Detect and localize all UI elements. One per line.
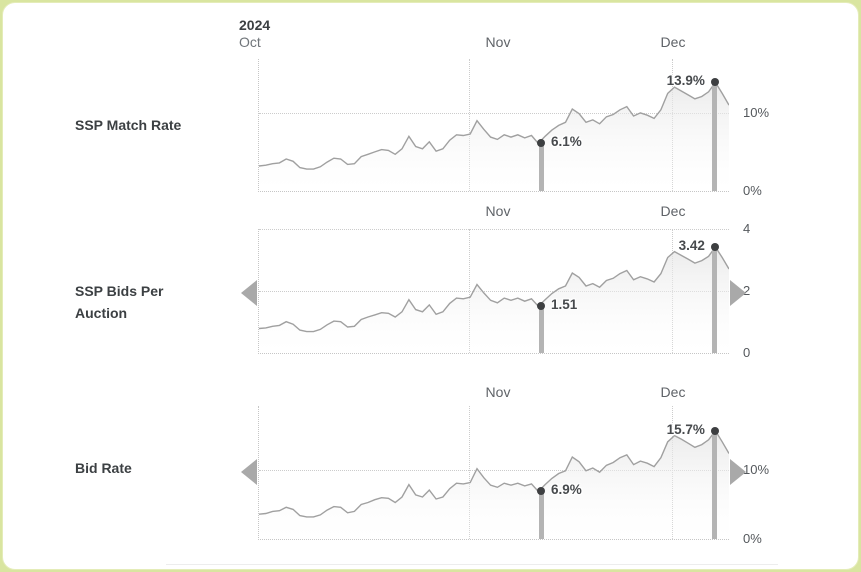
y-tick-label: 0% — [743, 183, 762, 198]
scroll-right-icon[interactable] — [730, 280, 746, 306]
marker-bar — [712, 430, 718, 539]
marker-value-label: 3.42 — [678, 237, 705, 253]
chart-plot-area[interactable]: 6.1% 13.9% — [258, 59, 729, 192]
value-gridline — [259, 229, 729, 230]
marker-dot[interactable] — [537, 302, 545, 311]
marker-value-label: 15.7% — [666, 421, 705, 437]
row-title-bid-rate: Bid Rate — [75, 460, 132, 476]
y-tick-label: 2 — [743, 283, 751, 298]
marker-bar — [538, 143, 544, 191]
value-gridline — [259, 291, 729, 292]
month-label-nov: Nov — [485, 384, 511, 400]
chart-plot-area[interactable]: 1.51 3.42 — [258, 229, 729, 354]
marker-dot[interactable] — [537, 487, 545, 496]
series-area-fill — [259, 247, 729, 353]
row-title-ssp-match-rate: SSP Match Rate — [75, 117, 182, 133]
marker-bar — [538, 306, 544, 353]
row-title-ssp-bids-per-auction: SSP Bids Per Auction — [75, 283, 164, 321]
area-chart-svg — [259, 81, 729, 191]
value-gridline — [259, 112, 729, 114]
axis-start-month-label: Oct — [239, 34, 261, 50]
y-tick-label: 10% — [743, 104, 770, 120]
area-chart-svg — [259, 245, 729, 353]
bottom-divider — [166, 564, 778, 565]
marker-bar — [712, 246, 718, 353]
scroll-left-icon[interactable] — [241, 280, 257, 306]
marker-value-label: 13.9% — [666, 73, 705, 89]
series-line — [259, 429, 729, 518]
y-tick-label: 4 — [743, 221, 751, 236]
scroll-right-icon[interactable] — [730, 459, 746, 486]
y-tick-label: 0 — [743, 345, 751, 360]
marker-value-label: 6.9% — [551, 482, 582, 498]
marker-bar — [712, 82, 718, 191]
month-label-nov: Nov — [485, 203, 511, 219]
scroll-left-icon[interactable] — [241, 459, 257, 486]
month-label-dec: Dec — [660, 34, 686, 50]
value-gridline — [259, 470, 729, 472]
month-gridline — [469, 406, 470, 539]
y-tick-label: 10% — [743, 462, 770, 478]
marker-value-label: 6.1% — [551, 134, 582, 150]
month-label-dec: Dec — [660, 203, 686, 219]
series-line — [259, 245, 729, 333]
chart-plot-area[interactable]: 6.9% 15.7% — [258, 406, 729, 540]
marker-dot[interactable] — [710, 426, 719, 435]
marker-bar — [538, 491, 544, 539]
marker-value-label: 1.51 — [551, 297, 578, 313]
month-label-dec: Dec — [660, 384, 686, 400]
y-tick-label: 0% — [743, 531, 762, 546]
marker-dot[interactable] — [710, 242, 719, 251]
series-line — [259, 81, 729, 170]
series-area-fill — [259, 82, 729, 191]
series-area-fill — [259, 430, 729, 539]
axis-year-label: 2024 — [239, 17, 271, 33]
month-label-nov: Nov — [485, 34, 511, 50]
marker-dot[interactable] — [710, 78, 719, 87]
month-gridline — [469, 59, 470, 191]
marker-dot[interactable] — [537, 139, 545, 148]
area-chart-svg — [259, 429, 729, 539]
